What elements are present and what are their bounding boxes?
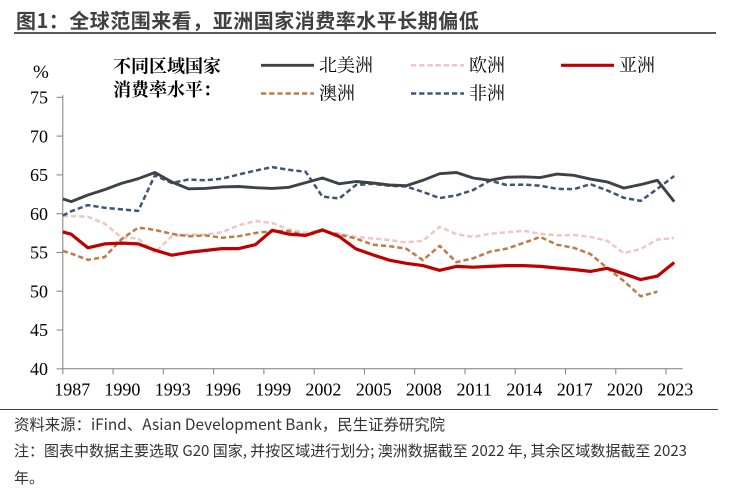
svg-text:%: % xyxy=(33,62,49,83)
svg-text:亚洲: 亚洲 xyxy=(619,56,655,76)
svg-text:45: 45 xyxy=(30,320,48,340)
svg-text:60: 60 xyxy=(30,204,48,224)
svg-text:2020: 2020 xyxy=(607,380,643,400)
svg-text:2014: 2014 xyxy=(506,380,542,400)
svg-text:1990: 1990 xyxy=(104,380,140,400)
svg-text:2011: 2011 xyxy=(457,380,492,400)
svg-text:1999: 1999 xyxy=(255,380,291,400)
svg-text:1987: 1987 xyxy=(54,380,90,400)
svg-text:2017: 2017 xyxy=(557,380,593,400)
svg-text:1996: 1996 xyxy=(205,380,241,400)
svg-text:50: 50 xyxy=(30,281,48,301)
svg-text:北美洲: 北美洲 xyxy=(319,56,373,76)
svg-text:40: 40 xyxy=(30,359,48,379)
svg-text:欧洲: 欧洲 xyxy=(469,56,505,76)
svg-text:澳洲: 澳洲 xyxy=(319,84,355,104)
svg-text:2023: 2023 xyxy=(657,380,693,400)
svg-text:不同区域国家: 不同区域国家 xyxy=(113,56,221,77)
svg-text:非洲: 非洲 xyxy=(469,84,505,104)
svg-text:2002: 2002 xyxy=(305,380,341,400)
svg-text:2005: 2005 xyxy=(356,380,392,400)
svg-text:55: 55 xyxy=(30,243,48,263)
svg-text:1993: 1993 xyxy=(155,380,191,400)
svg-text:75: 75 xyxy=(30,88,48,108)
svg-text:70: 70 xyxy=(30,126,48,146)
svg-text:2008: 2008 xyxy=(406,380,442,400)
svg-text:消费率水平：: 消费率水平： xyxy=(113,80,221,100)
svg-text:65: 65 xyxy=(30,165,48,185)
